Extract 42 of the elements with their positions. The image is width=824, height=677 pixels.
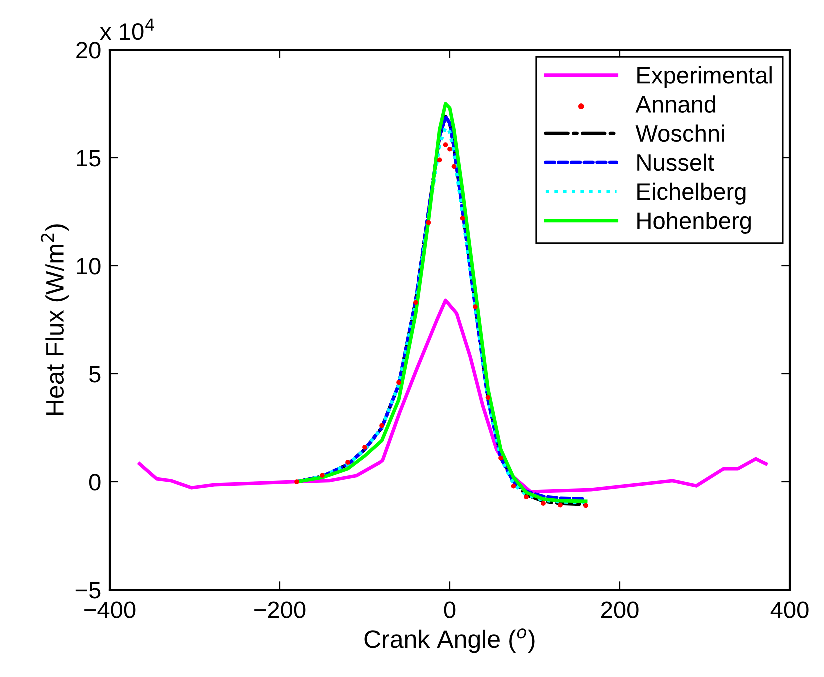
point	[486, 395, 491, 400]
point	[380, 423, 384, 428]
legend-label: Nusselt	[638, 154, 714, 172]
legend-label: Experimental	[638, 66, 772, 89]
point	[362, 445, 368, 450]
point	[473, 304, 478, 310]
y-tick-label: 0	[89, 474, 101, 491]
point	[426, 220, 432, 226]
text: x 10$^{4}$	[100, 18, 154, 40]
y-tick-label: 20	[76, 42, 101, 59]
point	[524, 494, 529, 500]
legend-label: Annand	[636, 96, 716, 113]
point	[396, 380, 402, 386]
line-series	[138, 298, 768, 494]
point	[584, 503, 588, 508]
point	[452, 164, 457, 170]
point	[320, 473, 325, 478]
point	[541, 501, 546, 506]
legend-label: Eichelberg	[638, 182, 746, 205]
x-tick-label: −400	[84, 602, 136, 618]
x-tick-label: 0	[444, 602, 456, 618]
legend-label: Woschni	[636, 124, 724, 142]
point	[346, 460, 350, 465]
x-tick-label: −200	[254, 602, 306, 618]
y-tick-label: 10	[77, 258, 101, 275]
point	[498, 456, 504, 461]
point	[414, 300, 418, 306]
point	[443, 142, 448, 148]
y-axis-title: Heat Flux (W/m$^{2}$)	[41, 224, 69, 416]
y-tick-label: 5	[89, 366, 101, 383]
x-tick-label: 400	[770, 602, 809, 618]
x-axis-title: Crank Angle ($^{o}$)	[364, 628, 535, 654]
y-tick-label: 15	[77, 150, 101, 167]
point	[460, 216, 466, 221]
y-tick-label: −5	[76, 582, 101, 599]
legend-label: Hohenberg	[638, 212, 751, 234]
x-tick-label: 200	[601, 602, 639, 618]
point	[558, 502, 563, 508]
point	[448, 146, 452, 152]
point	[437, 158, 442, 163]
point	[294, 480, 300, 484]
point	[511, 484, 516, 489]
